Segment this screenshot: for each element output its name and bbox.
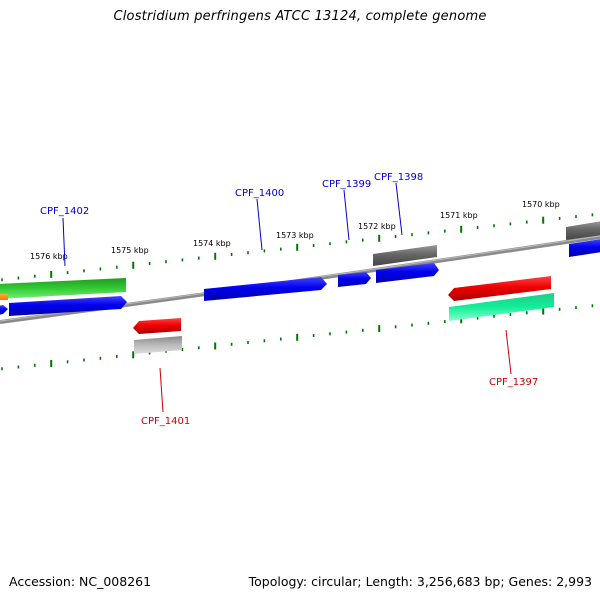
callout-line-cpf-1398 [395,182,403,236]
gene-label-cpf-1400[interactable]: CPF_1400 [235,188,284,199]
gene-arrow-blue-right[interactable] [569,239,600,257]
gene-arrow-cpf-1398[interactable] [376,263,439,283]
tick-label-1574: 1574 kbp [193,239,231,248]
gene-label-cpf-1398[interactable]: CPF_1398 [374,172,423,183]
tick-label-1575: 1575 kbp [111,246,149,255]
tick-label-1570: 1570 kbp [522,200,560,209]
gene-arrow-blue-left[interactable] [0,305,8,315]
callout-line-cpf-1400 [256,198,263,251]
gene-arrow-cpf-1397-aqua[interactable] [449,293,554,321]
gene-arrow-cpf-1399[interactable] [338,272,371,287]
callout-line-cpf-1399 [343,189,350,241]
genome-summary-text: Topology: circular; Length: 3,256,683 bp… [248,574,592,589]
gene-arrow-blue-1[interactable] [9,296,127,316]
tick-label-1576: 1576 kbp [30,252,68,261]
gene-label-cpf-1397[interactable]: CPF_1397 [489,377,538,388]
accession-text: Accession: NC_008261 [9,574,152,589]
genome-title: Clostridium perfringens ATCC 13124, comp… [113,9,487,24]
callout-line-cpf-1402 [62,217,66,267]
gene-arrow-cpf-1397[interactable] [448,276,551,301]
gene-label-cpf-1399[interactable]: CPF_1399 [322,179,371,190]
gene-arrow-cpf-1398-gray[interactable] [373,245,437,266]
gene-arrow-cpf-1401-gray[interactable] [134,336,182,354]
gene-arrow-gray-right[interactable] [566,221,600,240]
ruler-lower [1,304,594,371]
tick-label-1571: 1571 kbp [440,211,478,220]
gene-arrow-cpf-1402[interactable] [0,278,126,300]
tick-label-1573: 1573 kbp [276,231,314,240]
gene-arrow-cpf-1401[interactable] [133,318,181,334]
tick-label-1572: 1572 kbp [358,222,396,231]
ruler-upper [1,213,594,282]
gene-label-cpf-1401[interactable]: CPF_1401 [141,416,190,427]
callout-line-cpf-1397 [505,329,512,375]
callout-line-cpf-1401 [159,367,164,413]
gene-arrow-cpf-1400[interactable] [204,277,327,301]
gene-label-cpf-1402[interactable]: CPF_1402 [40,206,89,217]
